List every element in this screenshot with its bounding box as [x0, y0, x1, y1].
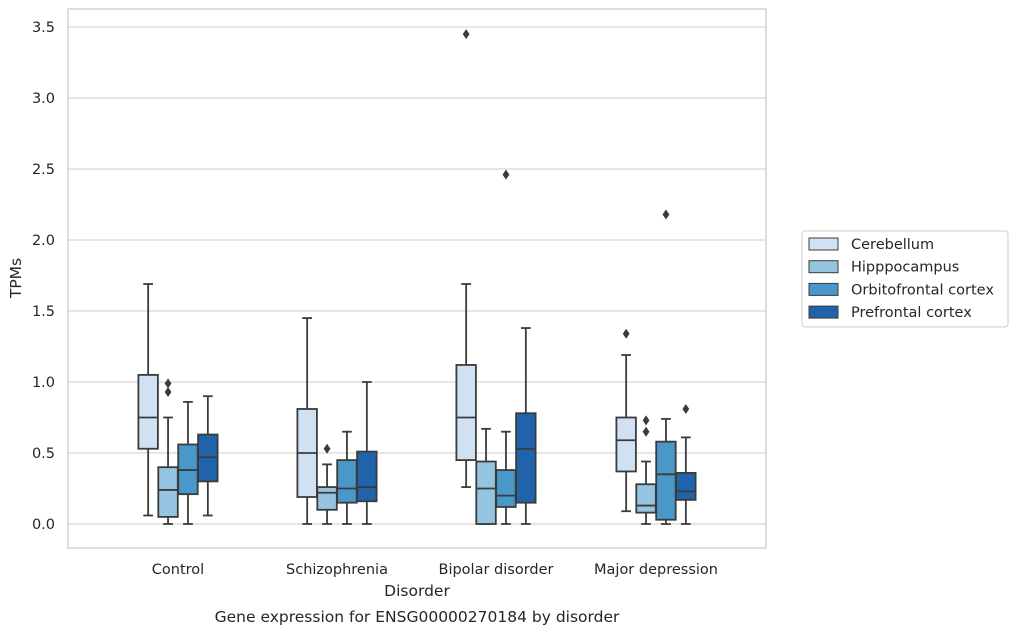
y-tick-label: 1.0	[32, 375, 55, 391]
box-cerebellum	[455, 29, 477, 488]
x-tick-label: Control	[152, 562, 204, 578]
outlier-point	[642, 426, 650, 437]
box-body	[615, 416, 637, 473]
x-tick-labels: Control Schizophrenia Bipolar disorder Majo…	[152, 562, 718, 578]
x-tick-label: Schizophrenia	[286, 562, 388, 578]
box-hipppocampus	[157, 378, 179, 525]
box-body	[157, 466, 179, 518]
box-prefrontal-cortex	[515, 327, 537, 525]
y-tick-label: 0.5	[32, 446, 55, 462]
outlier-point	[642, 415, 650, 426]
y-tick-label: 2.0	[32, 233, 55, 249]
box-body	[137, 373, 159, 450]
box-body	[475, 460, 497, 525]
box-body	[655, 440, 677, 521]
box-orbitofrontal-cortex	[655, 209, 677, 525]
box-prefrontal-cortex	[197, 395, 219, 517]
box-body	[675, 471, 697, 501]
y-tick-label: 3.5	[32, 20, 55, 36]
x-axis-label: Disorder	[384, 582, 450, 600]
box-cerebellum	[615, 328, 637, 513]
legend-label: Orbitofrontal cortex	[851, 282, 994, 298]
box-orbitofrontal-cortex	[336, 430, 358, 525]
box-orbitofrontal-cortex	[177, 400, 199, 525]
y-tick-label: 0.0	[32, 517, 55, 533]
outlier-point	[502, 169, 510, 180]
legend: Cerebellum Hipppocampus Orbitofrontal cort…	[801, 230, 1009, 328]
box-body	[515, 412, 537, 504]
box-hipppocampus	[635, 415, 657, 525]
legend-swatch	[808, 237, 839, 251]
legend-label: Cerebellum	[851, 237, 934, 253]
y-tick-label: 3.0	[32, 91, 55, 107]
box-body	[455, 364, 477, 461]
box-hipppocampus	[316, 443, 338, 525]
y-axis-label: TPMs	[7, 258, 25, 299]
outlier-point	[164, 378, 172, 389]
y-tick-labels: 0.0 0.5 1.0 1.5 2.0 2.5 3.0 3.5	[32, 20, 55, 533]
legend-swatch	[808, 305, 839, 319]
legend-swatch	[808, 282, 839, 296]
box-cerebellum	[296, 317, 318, 525]
chart-caption: Gene expression for ENSG00000270184 by d…	[215, 608, 620, 626]
y-tick-label: 1.5	[32, 304, 55, 320]
box-body	[336, 459, 358, 504]
box-hipppocampus	[475, 427, 497, 525]
legend-label: Hipppocampus	[851, 260, 959, 276]
legend-swatch	[808, 260, 839, 274]
box-body	[356, 450, 378, 503]
box-groups	[137, 29, 697, 525]
outlier-point	[682, 403, 690, 414]
box-body	[316, 486, 338, 511]
box-body	[635, 483, 657, 514]
box-body	[495, 469, 517, 508]
outlier-point	[462, 29, 470, 40]
legend-frame	[801, 230, 1009, 328]
outlier-point	[662, 209, 670, 220]
box-cerebellum	[137, 283, 159, 517]
y-tick-label: 2.5	[32, 162, 55, 178]
outlier-point	[323, 443, 331, 454]
box-orbitofrontal-cortex	[495, 169, 517, 525]
legend-label: Prefrontal cortex	[851, 305, 972, 321]
outlier-point	[622, 328, 630, 339]
plot-frame	[67, 8, 767, 549]
box-prefrontal-cortex	[675, 403, 697, 525]
outlier-point	[164, 386, 172, 397]
x-tick-label: Bipolar disorder	[439, 562, 554, 578]
box-prefrontal-cortex	[356, 381, 378, 525]
x-tick-label: Major depression	[594, 562, 718, 578]
